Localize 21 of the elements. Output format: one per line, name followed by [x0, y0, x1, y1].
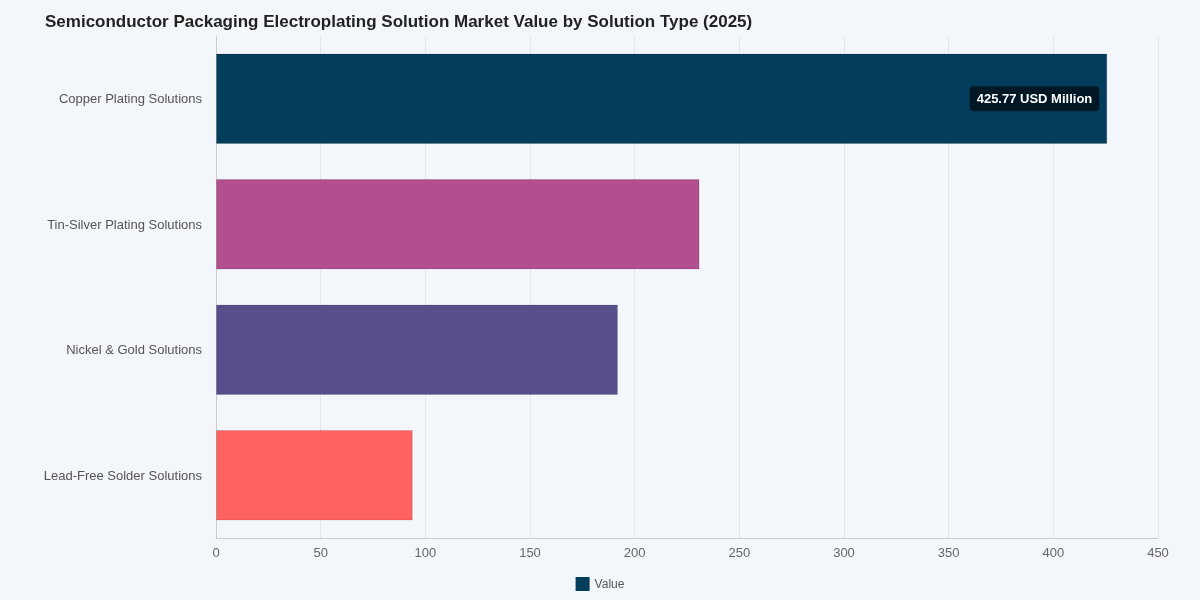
y-tick-label: Tin-Silver Plating Solutions: [47, 216, 203, 232]
x-tick-label: 50: [313, 545, 328, 560]
bar: [216, 179, 700, 270]
data-label: 425.77 USD Million: [976, 91, 1093, 107]
bar: [216, 430, 413, 521]
legend-label: Value: [594, 577, 625, 591]
chart-title: Semiconductor Packaging Electroplating Solution Market Value by Solution Type (2025): [45, 12, 753, 31]
bar: [216, 53, 1108, 144]
x-tick-label: 200: [623, 545, 646, 560]
x-tick-label: 150: [519, 545, 541, 560]
x-tick-label: 100: [414, 545, 437, 560]
y-tick-label: Nickel & Gold Solutions: [66, 342, 203, 358]
y-tick-label: Copper Plating Solutions: [58, 91, 203, 107]
x-tick-label: 400: [1042, 545, 1065, 560]
bar: [216, 304, 618, 395]
y-tick-label: Lead-Free Solder Solutions: [43, 467, 203, 483]
x-tick-label: 0: [212, 545, 220, 560]
x-tick-label: 450: [1147, 545, 1169, 560]
x-tick-label: 250: [728, 545, 751, 560]
x-tick-label: 300: [833, 545, 855, 560]
x-tick-label: 350: [937, 545, 960, 560]
